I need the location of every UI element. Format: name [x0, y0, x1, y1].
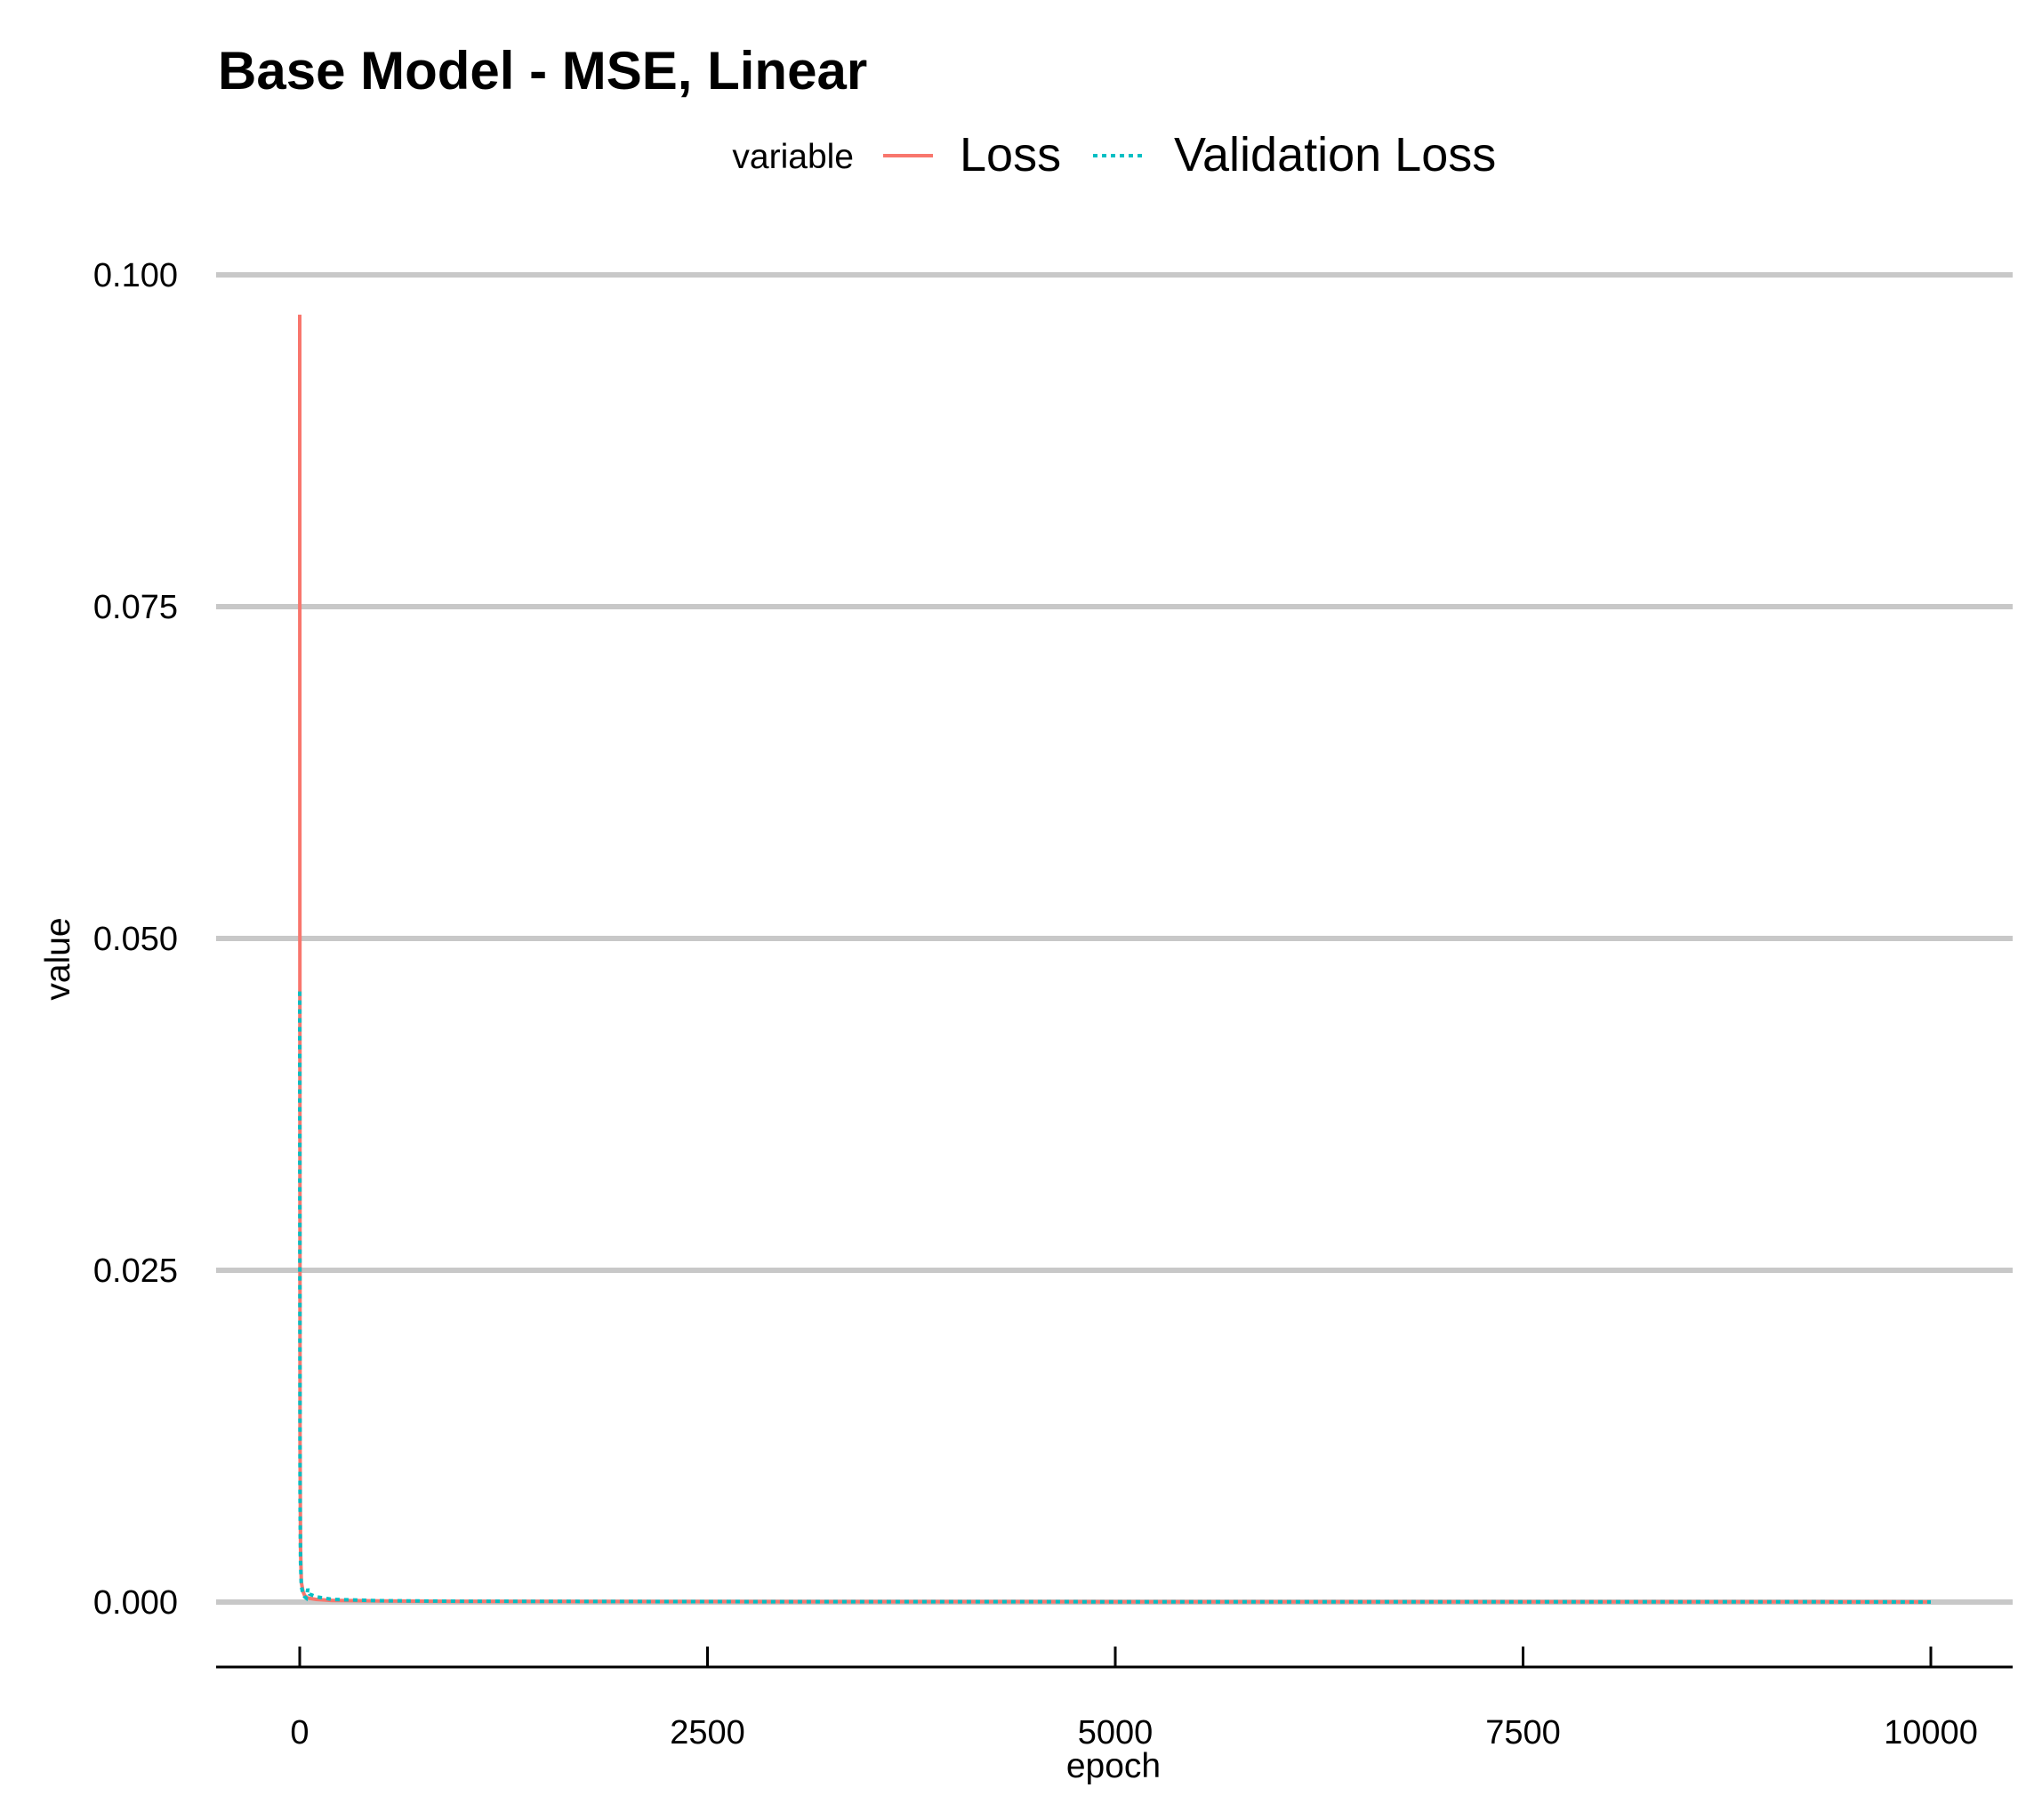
legend-title: variable: [732, 138, 854, 176]
y-tick-label: 0.100: [93, 257, 178, 294]
legend-label-validation-loss: Validation Loss: [1174, 128, 1496, 181]
y-axis-tick-labels: 0.000 0.025 0.050 0.075 0.100: [93, 257, 178, 1622]
x-tick-label: 7500: [1485, 1714, 1561, 1752]
x-tick-label: 0: [290, 1714, 309, 1752]
legend: variable Loss Validation Loss: [732, 128, 1496, 181]
x-tick-label: 2500: [670, 1714, 745, 1752]
series-lines: [298, 314, 1932, 1604]
y-tick-label: 0.075: [93, 589, 178, 626]
y-axis-title: value: [39, 917, 77, 1000]
series-line-loss: [298, 314, 1932, 1604]
y-tick-label: 0.050: [93, 921, 178, 958]
series-line-validation-loss: [298, 991, 1932, 1604]
x-tick-label: 10000: [1884, 1714, 1978, 1752]
legend-label-loss: Loss: [960, 128, 1061, 181]
x-axis-ticks: 0 2500 5000 7500 10000: [290, 1647, 1978, 1752]
x-axis-title: epoch: [1066, 1747, 1161, 1785]
chart-title: Base Model - MSE, Linear: [218, 41, 867, 101]
gridlines: [216, 272, 2013, 1605]
y-tick-label: 0.000: [93, 1584, 178, 1622]
x-tick-label: 5000: [1078, 1714, 1154, 1752]
y-tick-label: 0.025: [93, 1252, 178, 1290]
